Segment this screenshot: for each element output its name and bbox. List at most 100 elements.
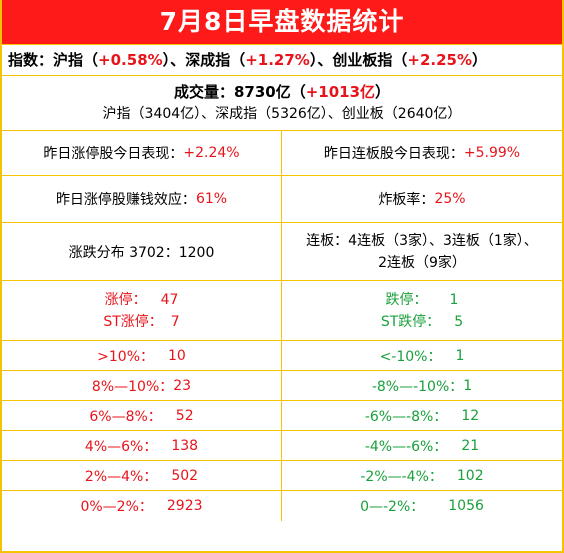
range-down: -2%—-4%： 102 bbox=[282, 461, 562, 490]
range-down-value: 1 bbox=[455, 347, 465, 364]
range-up-value: 138 bbox=[171, 437, 199, 454]
range-down-label: -2%—-4%： bbox=[360, 468, 443, 485]
paren-close: ） bbox=[375, 83, 391, 101]
range-up: 0%—2%： 2923 bbox=[2, 491, 282, 521]
range-row: 0%—2%： 2923 0—-2%： 1056 bbox=[2, 491, 562, 521]
performance-row: 昨日涨停股今日表现： +2.24% 昨日连板股今日表现： +5.99% bbox=[2, 131, 562, 176]
break-rate-value: 25% bbox=[434, 191, 466, 207]
lianban-summary: 连板：4连板（3家）、3连板（1家）、 2连板（9家） bbox=[282, 223, 562, 280]
range-up: 2%—4%： 502 bbox=[2, 461, 282, 490]
range-up-label: 8%—10%： bbox=[91, 378, 174, 395]
range-up-value: 2923 bbox=[166, 498, 203, 514]
range-down: <-10%： 1 bbox=[282, 341, 562, 370]
range-down-value: 102 bbox=[456, 467, 484, 484]
range-down-label: -4%—-6%： bbox=[364, 438, 448, 455]
limit-down-label: 跌停： bbox=[385, 291, 428, 308]
range-up: 8%—10%： 23 bbox=[2, 371, 282, 400]
consecutive-performance-value: +5.99% bbox=[463, 145, 521, 161]
limit-down-pair: 跌停： 1 ST跌停： 5 bbox=[381, 289, 463, 333]
range-down-value: 12 bbox=[461, 407, 480, 424]
volume-total: 8730亿 bbox=[233, 83, 291, 101]
paren-open: （ bbox=[392, 51, 408, 69]
limit-down-block: 跌停： 1 ST跌停： 5 bbox=[282, 281, 562, 340]
break-rate: 炸板率： 25% bbox=[282, 176, 562, 222]
volume-change: +1013亿 bbox=[305, 83, 376, 101]
consecutive-performance-label: 昨日连板股今日表现： bbox=[323, 146, 464, 162]
profit-effect: 昨日涨停股赚钱效应： 61% bbox=[2, 176, 282, 222]
volume-total-line: 成交量：8730亿（+1013亿） bbox=[174, 81, 390, 103]
range-down: -6%—-8%： 12 bbox=[282, 401, 562, 430]
indices-row: 指数：沪指（+0.58%）、深成指（+1.27%）、创业板指（+2.25%） bbox=[2, 45, 562, 76]
limit-up-label: 涨停： bbox=[104, 291, 147, 308]
cy-index-name: 创业板指 bbox=[332, 51, 393, 69]
consecutive-performance: 昨日连板股今日表现： +5.99% bbox=[282, 131, 562, 175]
sz-index-change: +1.27% bbox=[245, 51, 310, 69]
range-down-value: 1056 bbox=[448, 498, 484, 514]
volume-breakdown: 沪指（3404亿）、深成指（5326亿）、创业板（2640亿） bbox=[102, 106, 462, 122]
range-down: 0—-2%： 1056 bbox=[282, 491, 562, 521]
paren-close: ） bbox=[162, 51, 171, 69]
range-down-value: 1 bbox=[463, 377, 473, 394]
range-up-value: 52 bbox=[175, 407, 194, 424]
range-down: -8%—-10%： 1 bbox=[282, 371, 562, 400]
range-up-value: 502 bbox=[171, 467, 199, 484]
break-rate-label: 炸板率： bbox=[378, 192, 435, 208]
volume-row: 成交量：8730亿（+1013亿） 沪指（3404亿）、深成指（5326亿）、创… bbox=[2, 76, 562, 131]
indices-line: 指数：沪指（+0.58%）、深成指（+1.27%）、创业板指（+2.25%） bbox=[2, 45, 562, 75]
range-up-label: 0%—2%： bbox=[80, 499, 153, 515]
range-row: 2%—4%： 502 -2%—-4%： 102 bbox=[2, 461, 562, 491]
range-up-value: 10 bbox=[168, 347, 186, 364]
st-limit-down-value: 5 bbox=[454, 313, 464, 330]
limit-up-performance-value: +2.24% bbox=[183, 145, 240, 161]
range-up: 4%—6%： 138 bbox=[2, 431, 282, 460]
paren-open: （ bbox=[290, 83, 306, 101]
st-limit-down-label: ST跌停： bbox=[380, 313, 441, 330]
range-row: >10%： 10 <-10%： 1 bbox=[2, 341, 562, 371]
limit-down-line: 跌停： 1 bbox=[381, 289, 463, 311]
range-row: 4%—6%： 138 -4%—-6%： 21 bbox=[2, 431, 562, 461]
paren-close: ） bbox=[309, 51, 318, 69]
limit-up-value: 47 bbox=[160, 291, 179, 308]
rise-fall-distribution: 涨跌分布 3702：1200 bbox=[2, 223, 282, 280]
effect-row: 昨日涨停股赚钱效应： 61% 炸板率： 25% bbox=[2, 176, 562, 223]
range-up-label: 2%—4%： bbox=[84, 468, 158, 485]
range-up-value: 23 bbox=[173, 377, 192, 394]
sh-index-name: 沪指 bbox=[53, 51, 84, 69]
paren-open: （ bbox=[83, 51, 99, 69]
limit-row: 涨停： 47 ST涨停： 7 跌停： 1 ST跌停： 5 bbox=[2, 281, 562, 341]
paren-open: （ bbox=[230, 51, 246, 69]
limit-up-performance-label: 昨日涨停股今日表现： bbox=[43, 146, 184, 162]
limit-down-value: 1 bbox=[449, 291, 459, 308]
limit-up-line: 涨停： 47 bbox=[103, 289, 179, 311]
separator: 、 bbox=[170, 51, 186, 69]
range-up-label: 6%—8%： bbox=[89, 408, 162, 425]
st-limit-up-value: 7 bbox=[170, 313, 180, 330]
volume-block: 成交量：8730亿（+1013亿） 沪指（3404亿）、深成指（5326亿）、创… bbox=[2, 76, 562, 130]
st-limit-up-line: ST涨停： 7 bbox=[103, 311, 179, 333]
range-down-label: -8%—-10%： bbox=[371, 378, 464, 395]
range-up: >10%： 10 bbox=[2, 341, 282, 370]
limit-up-block: 涨停： 47 ST涨停： 7 bbox=[2, 281, 282, 340]
indices-label: 指数： bbox=[8, 51, 54, 69]
st-limit-down-line: ST跌停： 5 bbox=[381, 311, 463, 333]
range-down-label: -6%—-8%： bbox=[364, 408, 448, 425]
range-up: 6%—8%： 52 bbox=[2, 401, 282, 430]
st-limit-up-label: ST涨停： bbox=[103, 313, 163, 330]
range-down-label: 0—-2%： bbox=[360, 499, 425, 515]
separator: 、 bbox=[317, 51, 333, 69]
limit-up-performance: 昨日涨停股今日表现： +2.24% bbox=[2, 131, 282, 175]
page-title: 7月8日早盘数据统计 bbox=[2, 0, 562, 45]
lianban-line-1: 连板：4连板（3家）、3连板（1家）、 bbox=[306, 232, 538, 249]
range-down-value: 21 bbox=[461, 437, 480, 454]
range-up-label: 4%—6%： bbox=[84, 438, 158, 455]
lianban-line-2: 2连板（9家） bbox=[378, 254, 466, 271]
limit-up-pair: 涨停： 47 ST涨停： 7 bbox=[103, 289, 179, 333]
range-down-label: <-10%： bbox=[379, 348, 442, 365]
paren-close: ） bbox=[472, 51, 488, 69]
cy-index-change: +2.25% bbox=[407, 51, 472, 69]
range-up-label: >10%： bbox=[97, 348, 155, 365]
range-row: 8%—10%： 23 -8%—-10%： 1 bbox=[2, 371, 562, 401]
volume-label: 成交量： bbox=[173, 83, 234, 101]
sz-index-name: 深成指 bbox=[185, 51, 231, 69]
